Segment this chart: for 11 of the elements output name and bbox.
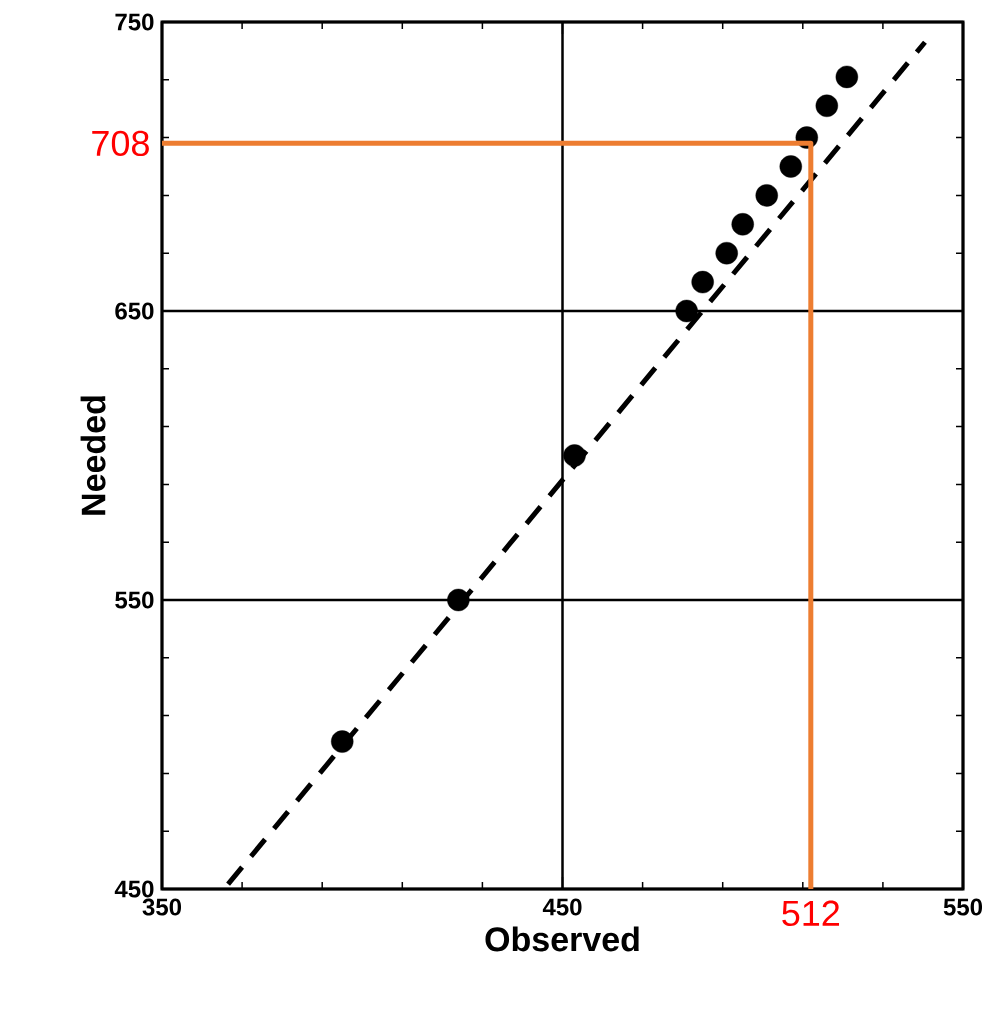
annotation: 512 xyxy=(782,900,840,927)
y-tick-label: 550 xyxy=(115,591,154,609)
x-tick-label: 550 xyxy=(943,898,983,916)
x-tick-label: 350 xyxy=(142,898,182,916)
y-tick-label: 450 xyxy=(114,880,154,898)
y-axis-title: Needed xyxy=(80,396,106,515)
annotation: 708 xyxy=(92,130,149,157)
y-tick-label: 650 xyxy=(115,302,154,320)
x-axis-title: Observed xyxy=(485,926,639,952)
y-tick-label: 750 xyxy=(115,13,154,31)
x-tick-label: 450 xyxy=(542,898,582,916)
